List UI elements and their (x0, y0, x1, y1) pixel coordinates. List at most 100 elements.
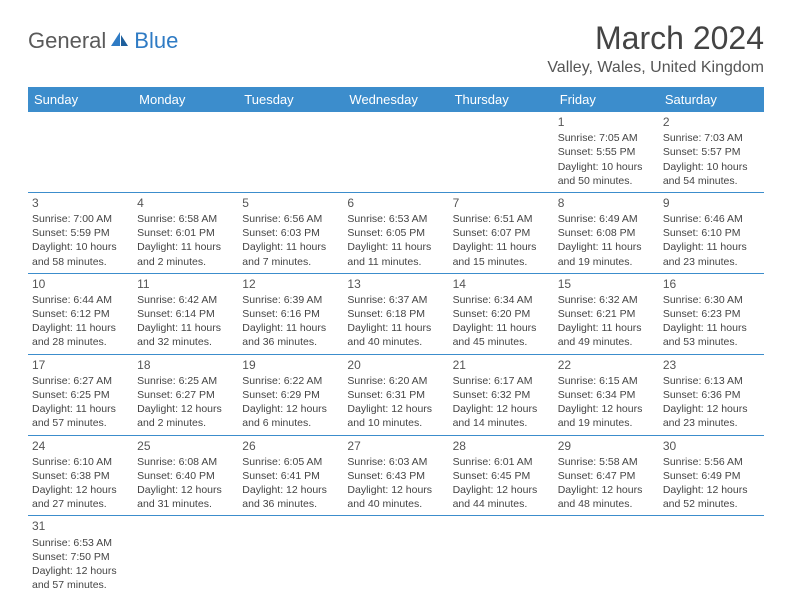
calendar-cell: 9Sunrise: 6:46 AMSunset: 6:10 PMDaylight… (659, 192, 764, 273)
calendar-cell: 25Sunrise: 6:08 AMSunset: 6:40 PMDayligh… (133, 435, 238, 516)
daylight-text: Daylight: 12 hours and 44 minutes. (453, 483, 550, 511)
sunset-text: Sunset: 6:40 PM (137, 469, 234, 483)
day-header-row: SundayMondayTuesdayWednesdayThursdayFrid… (28, 87, 764, 112)
sunrise-text: Sunrise: 6:01 AM (453, 455, 550, 469)
sunset-text: Sunset: 5:57 PM (663, 145, 760, 159)
sunrise-text: Sunrise: 6:37 AM (347, 293, 444, 307)
daylight-text: Daylight: 11 hours and 40 minutes. (347, 321, 444, 349)
calendar-cell: 23Sunrise: 6:13 AMSunset: 6:36 PMDayligh… (659, 354, 764, 435)
sunrise-text: Sunrise: 6:49 AM (558, 212, 655, 226)
day-number: 19 (242, 357, 339, 373)
sunset-text: Sunset: 6:16 PM (242, 307, 339, 321)
sunrise-text: Sunrise: 6:08 AM (137, 455, 234, 469)
title-block: March 2024 Valley, Wales, United Kingdom (547, 20, 764, 77)
calendar-cell (449, 516, 554, 596)
sunrise-text: Sunrise: 7:03 AM (663, 131, 760, 145)
sunrise-text: Sunrise: 6:22 AM (242, 374, 339, 388)
sunrise-text: Sunrise: 6:32 AM (558, 293, 655, 307)
day-number: 11 (137, 276, 234, 292)
daylight-text: Daylight: 11 hours and 32 minutes. (137, 321, 234, 349)
calendar-cell: 3Sunrise: 7:00 AMSunset: 5:59 PMDaylight… (28, 192, 133, 273)
calendar-cell (343, 516, 448, 596)
day-number: 29 (558, 438, 655, 454)
day-number: 5 (242, 195, 339, 211)
daylight-text: Daylight: 12 hours and 19 minutes. (558, 402, 655, 430)
day-number: 31 (32, 518, 129, 534)
sunset-text: Sunset: 5:59 PM (32, 226, 129, 240)
day-number: 1 (558, 114, 655, 130)
day-number: 8 (558, 195, 655, 211)
sunset-text: Sunset: 6:12 PM (32, 307, 129, 321)
sunset-text: Sunset: 6:45 PM (453, 469, 550, 483)
sunrise-text: Sunrise: 6:05 AM (242, 455, 339, 469)
sunset-text: Sunset: 6:10 PM (663, 226, 760, 240)
day-number: 12 (242, 276, 339, 292)
daylight-text: Daylight: 12 hours and 48 minutes. (558, 483, 655, 511)
month-title: March 2024 (547, 20, 764, 57)
sunrise-text: Sunrise: 6:10 AM (32, 455, 129, 469)
logo: General Blue (28, 28, 178, 54)
sunrise-text: Sunrise: 6:56 AM (242, 212, 339, 226)
sunset-text: Sunset: 6:18 PM (347, 307, 444, 321)
daylight-text: Daylight: 11 hours and 53 minutes. (663, 321, 760, 349)
calendar-cell: 27Sunrise: 6:03 AMSunset: 6:43 PMDayligh… (343, 435, 448, 516)
sunset-text: Sunset: 6:47 PM (558, 469, 655, 483)
daylight-text: Daylight: 12 hours and 36 minutes. (242, 483, 339, 511)
calendar-cell: 16Sunrise: 6:30 AMSunset: 6:23 PMDayligh… (659, 273, 764, 354)
sunset-text: Sunset: 6:03 PM (242, 226, 339, 240)
sunset-text: Sunset: 6:20 PM (453, 307, 550, 321)
daylight-text: Daylight: 11 hours and 19 minutes. (558, 240, 655, 268)
calendar-cell: 22Sunrise: 6:15 AMSunset: 6:34 PMDayligh… (554, 354, 659, 435)
calendar-cell: 2Sunrise: 7:03 AMSunset: 5:57 PMDaylight… (659, 112, 764, 192)
daylight-text: Daylight: 10 hours and 54 minutes. (663, 160, 760, 188)
daylight-text: Daylight: 12 hours and 52 minutes. (663, 483, 760, 511)
sunrise-text: Sunrise: 6:39 AM (242, 293, 339, 307)
calendar-cell (133, 516, 238, 596)
sunset-text: Sunset: 6:25 PM (32, 388, 129, 402)
calendar-cell (133, 112, 238, 192)
calendar-cell: 18Sunrise: 6:25 AMSunset: 6:27 PMDayligh… (133, 354, 238, 435)
daylight-text: Daylight: 12 hours and 31 minutes. (137, 483, 234, 511)
sunset-text: Sunset: 5:55 PM (558, 145, 655, 159)
sunset-text: Sunset: 6:36 PM (663, 388, 760, 402)
sunrise-text: Sunrise: 6:25 AM (137, 374, 234, 388)
calendar-row: 3Sunrise: 7:00 AMSunset: 5:59 PMDaylight… (28, 192, 764, 273)
day-number: 20 (347, 357, 444, 373)
sunrise-text: Sunrise: 6:20 AM (347, 374, 444, 388)
sunrise-text: Sunrise: 6:51 AM (453, 212, 550, 226)
calendar-cell: 10Sunrise: 6:44 AMSunset: 6:12 PMDayligh… (28, 273, 133, 354)
calendar-cell: 14Sunrise: 6:34 AMSunset: 6:20 PMDayligh… (449, 273, 554, 354)
daylight-text: Daylight: 11 hours and 23 minutes. (663, 240, 760, 268)
day-header: Monday (133, 87, 238, 112)
day-header: Thursday (449, 87, 554, 112)
sunrise-text: Sunrise: 6:30 AM (663, 293, 760, 307)
calendar-row: 10Sunrise: 6:44 AMSunset: 6:12 PMDayligh… (28, 273, 764, 354)
day-number: 25 (137, 438, 234, 454)
calendar-cell: 21Sunrise: 6:17 AMSunset: 6:32 PMDayligh… (449, 354, 554, 435)
daylight-text: Daylight: 11 hours and 15 minutes. (453, 240, 550, 268)
calendar-cell: 13Sunrise: 6:37 AMSunset: 6:18 PMDayligh… (343, 273, 448, 354)
calendar-row: 17Sunrise: 6:27 AMSunset: 6:25 PMDayligh… (28, 354, 764, 435)
day-number: 15 (558, 276, 655, 292)
calendar-cell: 11Sunrise: 6:42 AMSunset: 6:14 PMDayligh… (133, 273, 238, 354)
sunrise-text: Sunrise: 6:13 AM (663, 374, 760, 388)
daylight-text: Daylight: 12 hours and 40 minutes. (347, 483, 444, 511)
daylight-text: Daylight: 12 hours and 57 minutes. (32, 564, 129, 592)
calendar-cell (554, 516, 659, 596)
calendar-cell: 1Sunrise: 7:05 AMSunset: 5:55 PMDaylight… (554, 112, 659, 192)
day-header: Sunday (28, 87, 133, 112)
sunset-text: Sunset: 6:23 PM (663, 307, 760, 321)
sunset-text: Sunset: 6:43 PM (347, 469, 444, 483)
day-number: 16 (663, 276, 760, 292)
sunrise-text: Sunrise: 6:58 AM (137, 212, 234, 226)
day-number: 23 (663, 357, 760, 373)
calendar-cell: 15Sunrise: 6:32 AMSunset: 6:21 PMDayligh… (554, 273, 659, 354)
location: Valley, Wales, United Kingdom (547, 59, 764, 77)
sunrise-text: Sunrise: 6:46 AM (663, 212, 760, 226)
day-number: 18 (137, 357, 234, 373)
sunset-text: Sunset: 6:14 PM (137, 307, 234, 321)
day-number: 30 (663, 438, 760, 454)
header: General Blue March 2024 Valley, Wales, U… (28, 20, 764, 77)
day-number: 21 (453, 357, 550, 373)
sunrise-text: Sunrise: 5:56 AM (663, 455, 760, 469)
